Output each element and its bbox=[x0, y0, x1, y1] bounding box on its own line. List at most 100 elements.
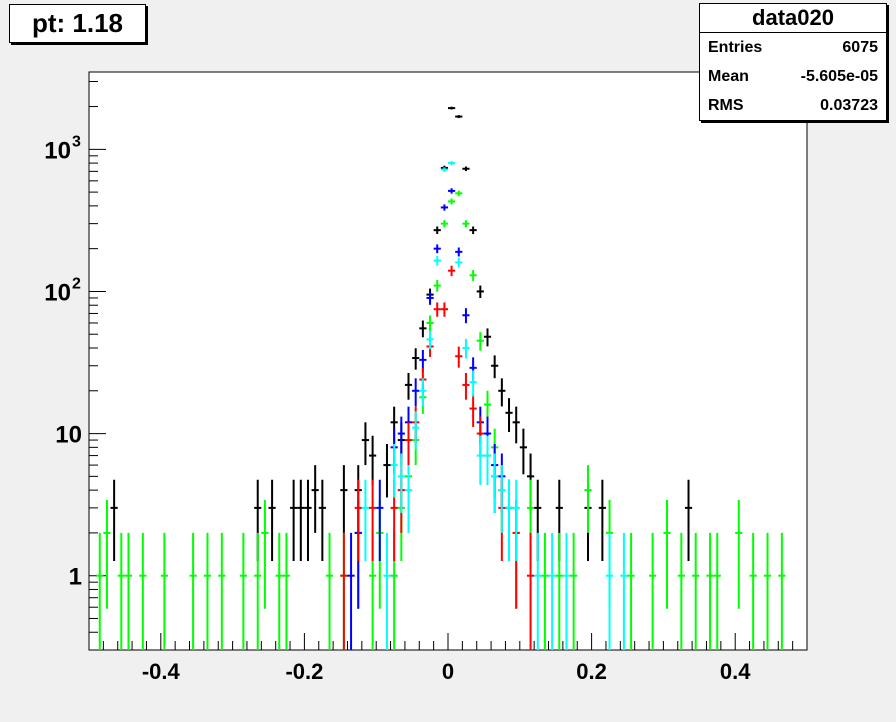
data-point bbox=[663, 499, 671, 609]
data-point bbox=[448, 265, 456, 277]
data-point bbox=[419, 320, 427, 338]
data-point bbox=[325, 532, 334, 650]
data-point bbox=[404, 465, 413, 533]
data-point bbox=[419, 378, 427, 407]
data-point bbox=[383, 443, 391, 498]
data-point bbox=[218, 532, 226, 650]
data-point bbox=[555, 532, 563, 650]
data-point bbox=[505, 479, 513, 562]
data-point bbox=[462, 338, 470, 359]
data-point bbox=[440, 302, 448, 317]
data-point bbox=[440, 204, 448, 211]
data-point bbox=[340, 465, 348, 533]
x-tick-label: 0.4 bbox=[720, 659, 751, 684]
data-point bbox=[476, 285, 484, 298]
data-point bbox=[448, 188, 456, 194]
data-point bbox=[469, 226, 477, 235]
data-point bbox=[455, 115, 463, 119]
data-point bbox=[491, 453, 499, 513]
data-point bbox=[254, 532, 262, 650]
data-point bbox=[692, 532, 700, 650]
data-point bbox=[404, 422, 413, 466]
data-point bbox=[390, 443, 398, 498]
data-point bbox=[440, 220, 448, 228]
x-tick-label: 0 bbox=[442, 659, 454, 684]
data-point bbox=[426, 315, 434, 332]
y-tick-label: 10 bbox=[44, 279, 71, 306]
data-point bbox=[462, 372, 470, 400]
data-point bbox=[519, 428, 527, 475]
stat-label: Mean bbox=[708, 68, 749, 85]
data-point bbox=[419, 349, 427, 372]
data-point bbox=[448, 106, 456, 110]
stat-value: -5.605e-05 bbox=[800, 68, 878, 85]
data-point bbox=[448, 160, 456, 166]
data-point bbox=[189, 532, 197, 650]
data-point bbox=[340, 532, 348, 650]
data-point bbox=[455, 346, 463, 368]
data-point bbox=[290, 479, 298, 562]
data-point bbox=[433, 226, 441, 235]
data-point bbox=[763, 532, 772, 650]
data-point bbox=[268, 479, 276, 562]
data-point bbox=[534, 532, 542, 650]
data-point bbox=[110, 479, 118, 562]
statistics-box: data020 Entries 6075 Mean -5.605e-05 RMS… bbox=[699, 3, 887, 121]
data-point bbox=[139, 532, 147, 650]
data-point bbox=[735, 499, 743, 609]
data-point bbox=[677, 532, 685, 650]
data-point bbox=[455, 257, 463, 268]
y-tick-label: 1 bbox=[69, 564, 82, 591]
data-point bbox=[512, 406, 520, 444]
data-point bbox=[239, 532, 247, 650]
data-point bbox=[369, 479, 377, 562]
data-point bbox=[462, 308, 470, 324]
data-point bbox=[347, 532, 355, 650]
stat-value: 6075 bbox=[842, 39, 878, 56]
stat-row-rms: RMS 0.03723 bbox=[700, 91, 886, 120]
data-point bbox=[605, 532, 614, 650]
data-point bbox=[476, 332, 484, 351]
data-point bbox=[440, 167, 448, 172]
histogram-name: data020 bbox=[700, 4, 886, 33]
data-point bbox=[412, 411, 420, 450]
data-point bbox=[203, 532, 212, 650]
data-point bbox=[455, 190, 463, 197]
data-point bbox=[404, 372, 413, 400]
x-tick-label: -0.4 bbox=[142, 659, 181, 684]
data-point bbox=[462, 166, 470, 172]
data-point bbox=[469, 270, 477, 281]
data-point bbox=[433, 255, 441, 266]
x-tick-label: -0.2 bbox=[285, 659, 323, 684]
data-point bbox=[282, 532, 291, 650]
data-point bbox=[397, 453, 405, 513]
data-point bbox=[584, 465, 592, 533]
data-point bbox=[433, 302, 441, 317]
data-point bbox=[498, 465, 506, 533]
data-point bbox=[412, 348, 420, 370]
data-point bbox=[455, 247, 463, 257]
y-tick-label: 10 bbox=[44, 137, 71, 164]
title-box: pt: 1.18 bbox=[9, 4, 146, 43]
data-point bbox=[512, 479, 520, 562]
data-point bbox=[426, 330, 434, 350]
data-point bbox=[570, 532, 578, 650]
data-point bbox=[706, 532, 714, 650]
stat-label: RMS bbox=[708, 97, 744, 114]
data-point bbox=[311, 465, 319, 533]
data-point bbox=[462, 220, 470, 228]
data-point bbox=[491, 355, 499, 379]
stat-row-mean: Mean -5.605e-05 bbox=[700, 62, 886, 91]
y-tick-exponent: 3 bbox=[72, 133, 81, 150]
x-tick-label: 0.2 bbox=[576, 659, 607, 684]
data-point bbox=[304, 479, 312, 562]
title-text: pt: 1.18 bbox=[31, 8, 124, 38]
data-point bbox=[713, 532, 721, 650]
data-point bbox=[318, 479, 326, 562]
stat-label: Entries bbox=[708, 39, 763, 56]
data-point bbox=[383, 532, 391, 650]
data-point bbox=[433, 244, 441, 254]
data-point bbox=[749, 532, 757, 650]
